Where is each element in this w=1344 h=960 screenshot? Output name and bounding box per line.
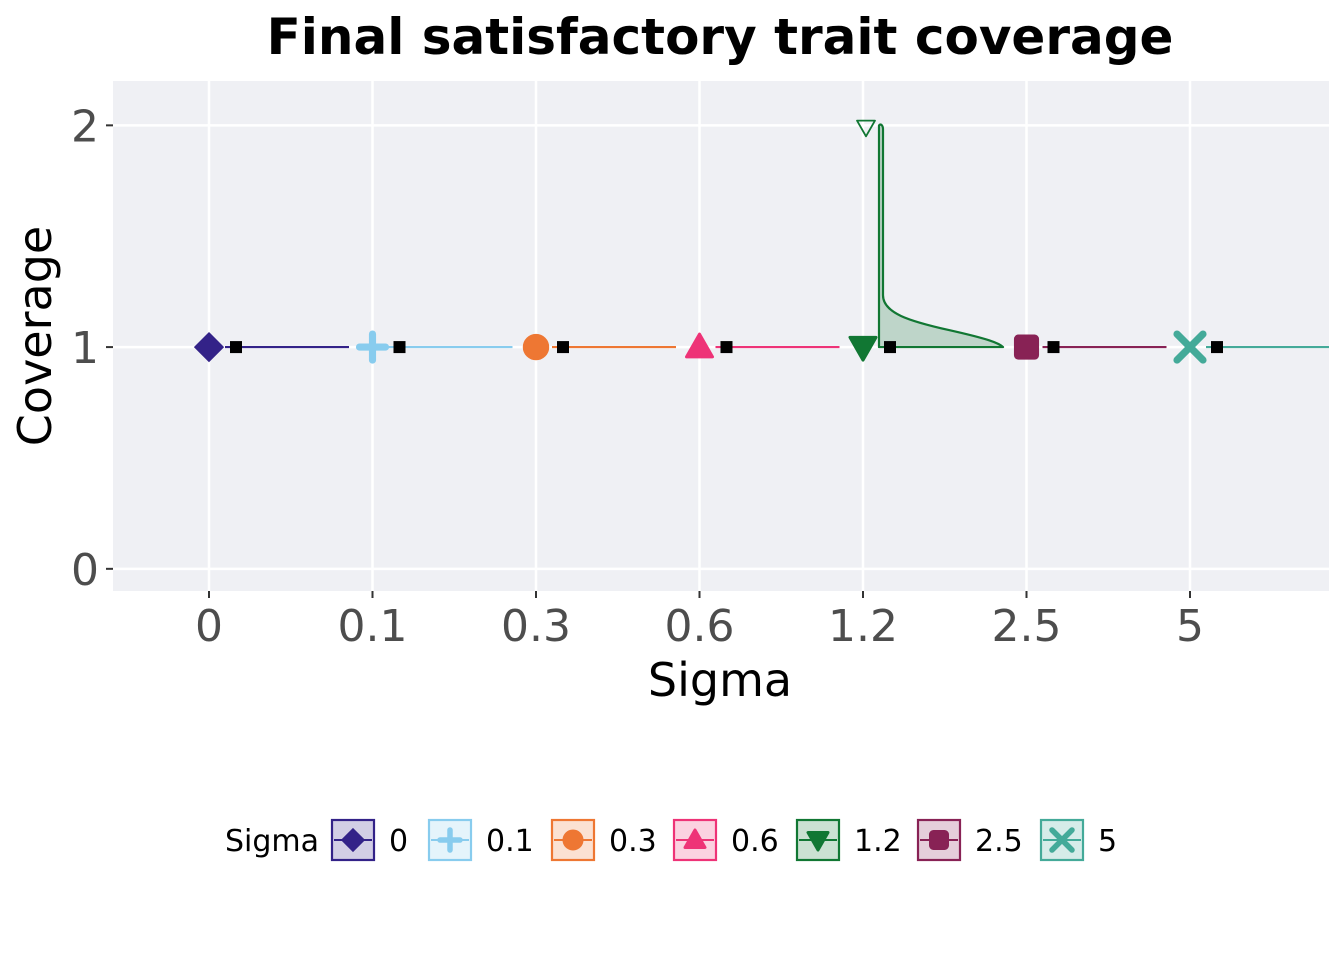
legend-item-0: 0 xyxy=(330,818,408,862)
series-1.2 xyxy=(848,119,1005,362)
series-0.6 xyxy=(685,332,840,359)
series-0.3 xyxy=(522,333,676,361)
legend-label: 0.3 xyxy=(609,824,657,859)
legend-item-2.5: 2.5 xyxy=(916,818,1023,862)
mean-marker xyxy=(884,341,896,354)
data-point xyxy=(1173,330,1207,364)
x-tick-label: 1.2 xyxy=(828,601,898,652)
legend-label: 0.1 xyxy=(486,824,534,859)
y-tick-label: 0 xyxy=(71,545,99,596)
y-tick-label: 2 xyxy=(71,101,99,152)
series-0.1 xyxy=(355,330,513,364)
legend-label: 5 xyxy=(1098,824,1117,859)
mean-marker xyxy=(230,341,242,354)
legend-key-x-icon xyxy=(1049,827,1075,853)
x-axis-title: Sigma xyxy=(648,653,792,707)
chart-title: Final satisfactory trait coverage xyxy=(267,8,1174,66)
x-tick-label: 2.5 xyxy=(992,601,1062,652)
mean-marker xyxy=(557,341,569,354)
y-axis-title: Coverage xyxy=(8,226,62,446)
legend-label: 2.5 xyxy=(975,824,1023,859)
mean-marker xyxy=(393,341,406,354)
data-point xyxy=(522,333,550,361)
legend-item-0.1: 0.1 xyxy=(427,818,534,862)
legend-label: 1.2 xyxy=(854,824,902,859)
legend-key-diamond-icon xyxy=(340,827,366,853)
violin-shape xyxy=(877,123,1005,349)
mean-marker xyxy=(1211,341,1223,354)
series-5 xyxy=(1173,330,1329,364)
legend-key-circle-icon xyxy=(562,829,584,851)
mean-marker xyxy=(1047,341,1060,354)
data-point xyxy=(193,331,225,363)
legend-item-5: 5 xyxy=(1039,818,1117,862)
legend-key-square-icon xyxy=(929,830,949,850)
x-tick-label: 0.3 xyxy=(501,601,571,652)
mean-marker xyxy=(720,341,733,354)
plot-panel xyxy=(113,81,1329,591)
legend-key-triangle-down-icon xyxy=(806,831,830,852)
data-point xyxy=(1013,334,1040,360)
axes: 0 1 2 0 0.1 0.3 0.6 1.2 2.5 5 xyxy=(71,101,1204,652)
x-tick-label: 5 xyxy=(1176,601,1204,652)
y-tick-label: 1 xyxy=(71,323,99,374)
series-0 xyxy=(193,331,349,363)
legend-label: 0 xyxy=(389,824,408,859)
data-point xyxy=(355,330,390,364)
legend-key-triangle-up-icon xyxy=(683,828,707,849)
legend: Sigma 0 0.1 0.3 0.6 1.2 2.5 5 xyxy=(225,818,1117,862)
data-point xyxy=(848,335,878,362)
data-point xyxy=(685,332,714,359)
legend-item-1.2: 1.2 xyxy=(795,818,902,862)
legend-item-0.6: 0.6 xyxy=(672,818,779,862)
x-tick-label: 0 xyxy=(195,601,223,652)
legend-key-plus-icon xyxy=(437,827,463,853)
series-2.5 xyxy=(1013,334,1167,360)
x-tick-label: 0.1 xyxy=(338,601,408,652)
outlier-point xyxy=(856,119,876,138)
legend-label: 0.6 xyxy=(731,824,779,859)
legend-item-0.3: 0.3 xyxy=(550,818,657,862)
data-series xyxy=(193,119,1329,364)
legend-title: Sigma xyxy=(225,824,319,859)
x-tick-label: 0.6 xyxy=(665,601,735,652)
